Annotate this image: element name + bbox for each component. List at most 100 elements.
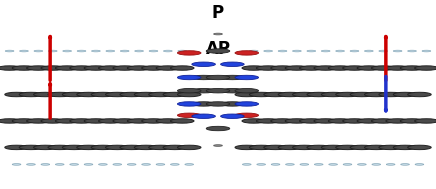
Ellipse shape [206,75,230,80]
Ellipse shape [321,50,330,52]
Ellipse shape [285,66,309,70]
Ellipse shape [170,66,194,70]
Ellipse shape [177,102,201,106]
Ellipse shape [285,119,309,123]
Ellipse shape [336,92,359,97]
Ellipse shape [321,145,345,150]
Ellipse shape [12,66,36,70]
Ellipse shape [235,113,259,118]
Ellipse shape [393,145,417,150]
Ellipse shape [5,145,28,150]
Ellipse shape [221,114,244,119]
Ellipse shape [12,164,21,165]
Ellipse shape [415,119,436,123]
Ellipse shape [92,50,100,52]
Ellipse shape [235,92,259,97]
Ellipse shape [163,145,187,150]
Ellipse shape [99,66,122,70]
Ellipse shape [84,164,93,165]
Ellipse shape [34,50,43,52]
Ellipse shape [350,92,374,97]
Ellipse shape [321,92,345,97]
Ellipse shape [19,92,43,97]
Ellipse shape [55,164,64,165]
Ellipse shape [41,119,65,123]
Ellipse shape [401,164,409,165]
Ellipse shape [249,50,258,52]
Ellipse shape [235,102,259,106]
Ellipse shape [77,50,86,52]
Ellipse shape [300,164,309,165]
Ellipse shape [372,164,381,165]
Ellipse shape [358,164,366,165]
Ellipse shape [91,145,115,150]
Ellipse shape [242,119,266,123]
Ellipse shape [156,119,180,123]
Ellipse shape [106,145,129,150]
Ellipse shape [328,66,352,70]
Ellipse shape [221,62,244,67]
Ellipse shape [113,66,136,70]
Ellipse shape [264,50,272,52]
Ellipse shape [364,145,388,150]
Ellipse shape [127,164,136,165]
Ellipse shape [408,145,431,150]
Ellipse shape [343,66,366,70]
Ellipse shape [271,119,294,123]
Ellipse shape [5,92,28,97]
Ellipse shape [120,50,129,52]
Ellipse shape [55,119,79,123]
Ellipse shape [300,66,323,70]
Ellipse shape [400,119,424,123]
Ellipse shape [336,50,344,52]
Ellipse shape [364,92,388,97]
Ellipse shape [127,119,151,123]
Ellipse shape [415,66,436,70]
Ellipse shape [41,66,65,70]
Ellipse shape [70,164,78,165]
Ellipse shape [77,92,100,97]
Ellipse shape [364,50,373,52]
Ellipse shape [357,66,381,70]
Ellipse shape [127,66,151,70]
Ellipse shape [293,145,316,150]
Ellipse shape [214,145,222,146]
Ellipse shape [314,119,337,123]
Ellipse shape [314,66,337,70]
Ellipse shape [70,66,93,70]
Ellipse shape [84,119,108,123]
Ellipse shape [177,75,201,80]
Ellipse shape [106,92,129,97]
Ellipse shape [48,50,57,52]
Ellipse shape [256,119,280,123]
Ellipse shape [149,50,158,52]
Ellipse shape [192,102,215,106]
Ellipse shape [192,75,215,80]
Ellipse shape [170,164,179,165]
Ellipse shape [278,145,302,150]
Ellipse shape [293,50,301,52]
Ellipse shape [156,66,180,70]
Ellipse shape [113,119,136,123]
Ellipse shape [214,33,222,35]
Ellipse shape [27,66,50,70]
Ellipse shape [0,119,21,123]
Ellipse shape [77,145,100,150]
Ellipse shape [27,164,35,165]
Ellipse shape [20,50,28,52]
Ellipse shape [293,92,316,97]
Ellipse shape [149,92,172,97]
Ellipse shape [164,50,172,52]
Ellipse shape [134,92,158,97]
Ellipse shape [408,50,416,52]
Ellipse shape [177,145,201,150]
Ellipse shape [386,66,409,70]
Ellipse shape [350,50,359,52]
Ellipse shape [422,50,431,52]
Ellipse shape [408,92,431,97]
Ellipse shape [314,164,323,165]
Ellipse shape [206,49,230,53]
Ellipse shape [170,119,194,123]
Ellipse shape [192,62,215,67]
Ellipse shape [379,145,402,150]
